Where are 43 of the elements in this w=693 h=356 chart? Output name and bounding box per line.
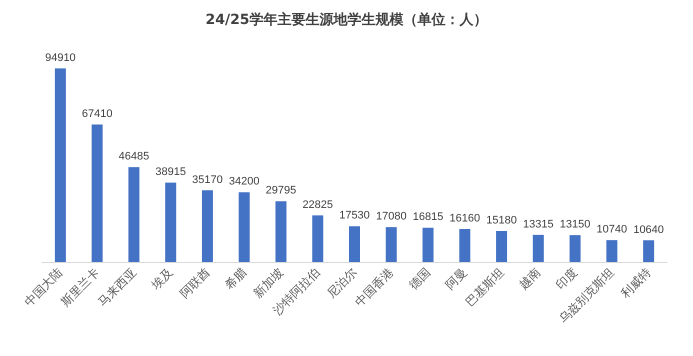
data-label: 22825 bbox=[302, 198, 334, 211]
data-label: 17530 bbox=[339, 210, 370, 222]
data-label: 17080 bbox=[376, 210, 407, 223]
bar bbox=[532, 234, 544, 262]
data-label: 35170 bbox=[192, 174, 223, 186]
bar bbox=[459, 229, 470, 262]
x-tick-label: 希腊 bbox=[222, 265, 250, 292]
x-tick-label: 阿曼 bbox=[442, 265, 470, 292]
data-label: 13150 bbox=[560, 218, 590, 231]
data-label: 29795 bbox=[266, 184, 296, 197]
data-label: 10640 bbox=[633, 224, 664, 236]
bar bbox=[275, 201, 286, 262]
data-label: 67410 bbox=[82, 108, 112, 120]
chart-title: 24/25学年主要生源地学生规模（单位：人） bbox=[205, 11, 488, 28]
data-label: 94910 bbox=[45, 52, 76, 64]
data-label: 16815 bbox=[412, 211, 444, 224]
x-tick-label: 越南 bbox=[516, 265, 544, 292]
bar bbox=[312, 215, 324, 262]
data-label: 13315 bbox=[523, 218, 554, 230]
bar bbox=[570, 235, 581, 262]
bar bbox=[643, 240, 654, 262]
bar bbox=[496, 231, 508, 262]
bar bbox=[238, 192, 250, 262]
bar bbox=[386, 227, 397, 262]
x-tick-label: 利威特 bbox=[618, 265, 654, 300]
data-label: 15180 bbox=[486, 214, 517, 227]
bar bbox=[54, 68, 66, 262]
bar bbox=[422, 228, 434, 262]
data-label: 46485 bbox=[118, 150, 150, 163]
data-label: 10740 bbox=[596, 224, 628, 236]
x-tick-label: 德国 bbox=[406, 265, 433, 292]
bar bbox=[349, 226, 360, 262]
bar bbox=[165, 182, 176, 262]
bar bbox=[92, 124, 103, 262]
data-label: 38915 bbox=[155, 166, 186, 178]
bar bbox=[202, 190, 213, 262]
bar bbox=[128, 167, 140, 262]
x-tick-label: 埃及 bbox=[148, 265, 176, 293]
x-tick-label: 印度 bbox=[553, 265, 580, 292]
x-tick-label: 阿联酋 bbox=[177, 265, 212, 300]
data-label: 34200 bbox=[228, 176, 260, 188]
bar bbox=[606, 240, 618, 262]
data-label: 16160 bbox=[449, 212, 480, 225]
